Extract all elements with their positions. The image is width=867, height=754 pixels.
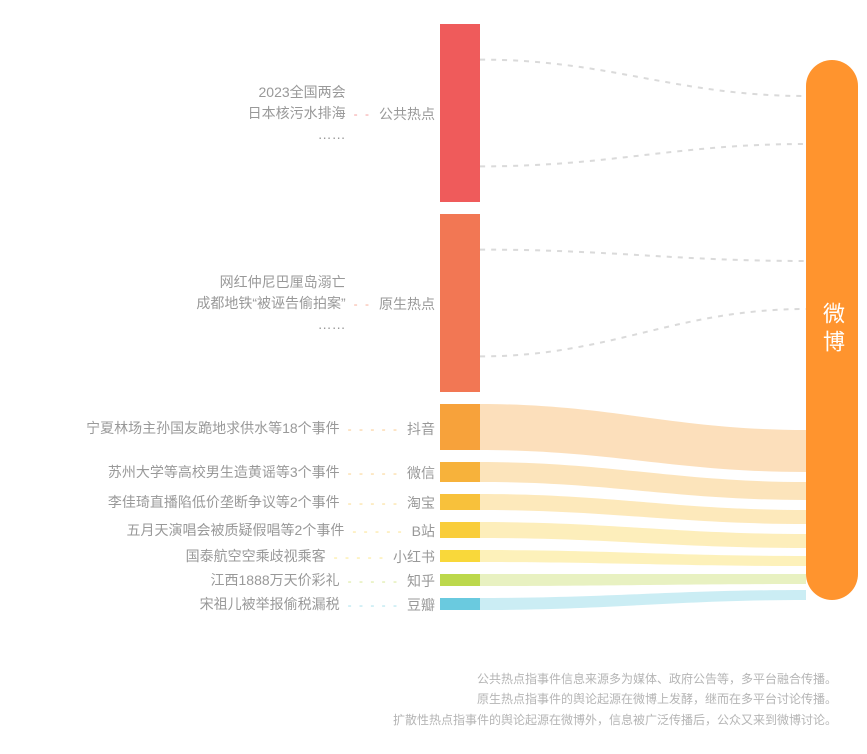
target-weibo: 微博: [806, 60, 858, 600]
bar-douban: [440, 598, 480, 610]
source-row-xiaohongshu: 国泰航空空乘歧视乘客 - - - - - 小红书: [170, 546, 435, 567]
source-row-bilibili: 五月天演唱会被质疑假唱等2个事件 - - - - - B站: [80, 520, 435, 541]
category-label: 知乎: [407, 571, 435, 591]
dash-connector: - - - - -: [348, 496, 399, 510]
flow-public: [480, 60, 806, 96]
flow-zhihu: [480, 574, 806, 586]
dash-connector: - -: [354, 107, 371, 121]
flow-native: [480, 309, 806, 356]
flow-xiaohongshu: [480, 550, 806, 566]
bar-xiaohongshu: [440, 550, 480, 562]
dash-connector: - - - - -: [334, 550, 385, 564]
category-label: 豆瓣: [407, 595, 435, 615]
bar-zhihu: [440, 574, 480, 586]
dash-connector: - - - - -: [348, 422, 399, 436]
category-label: 公共热点: [379, 104, 435, 124]
bar-native: [440, 214, 480, 392]
source-text: 宁夏林场主孙国友跪地求供水等18个事件: [86, 418, 340, 439]
category-label: B站: [412, 521, 435, 541]
footer-line: 扩散性热点指事件的舆论起源在微博外，信息被广泛传播后，公众又来到微博讨论。: [393, 710, 837, 730]
source-text: 2023全国两会 日本核污水排海 ……: [248, 82, 346, 145]
source-row-native: 网红仲尼巴厘岛溺亡 成都地铁“被诬告偷拍案” …… - - 原生热点: [130, 272, 435, 335]
source-row-douban: 宋祖儿被举报偷税漏税 - - - - - 豆瓣: [170, 594, 435, 615]
source-text: 苏州大学等高校男生造黄谣等3个事件: [108, 462, 340, 483]
source-row-taobao: 李佳琦直播陷低价垄断争议等2个事件 - - - - - 淘宝: [70, 492, 435, 513]
category-label: 淘宝: [407, 493, 435, 513]
source-text: 网红仲尼巴厘岛溺亡 成都地铁“被诬告偷拍案” ……: [196, 272, 345, 335]
category-label: 抖音: [407, 419, 435, 439]
dash-connector: - -: [354, 297, 371, 311]
footer-notes: 公共热点指事件信息来源多为媒体、政府公告等，多平台融合传播。原生热点指事件的舆论…: [393, 669, 837, 730]
flow-native: [480, 250, 806, 261]
footer-line: 原生热点指事件的舆论起源在微博上发酵，继而在多平台讨论传播。: [393, 689, 837, 709]
flow-wechat: [480, 462, 806, 500]
flow-douban: [480, 590, 806, 610]
category-label: 微信: [407, 463, 435, 483]
bar-public: [440, 24, 480, 202]
flow-taobao: [480, 494, 806, 524]
target-label: 微博: [816, 302, 848, 358]
flow-douyin: [480, 404, 806, 472]
category-label: 原生热点: [379, 294, 435, 314]
source-text: 江西1888万天价彩礼: [211, 570, 340, 591]
footer-line: 公共热点指事件信息来源多为媒体、政府公告等，多平台融合传播。: [393, 669, 837, 689]
dash-connector: - - - - -: [348, 466, 399, 480]
source-text: 五月天演唱会被质疑假唱等2个事件: [127, 520, 345, 541]
flow-bilibili: [480, 522, 806, 548]
flow-public: [480, 144, 806, 166]
category-label: 小红书: [393, 547, 435, 567]
source-row-wechat: 苏州大学等高校男生造黄谣等3个事件 - - - - - 微信: [70, 462, 435, 483]
source-row-zhihu: 江西1888万天价彩礼 - - - - - 知乎: [180, 570, 435, 591]
source-row-douyin: 宁夏林场主孙国友跪地求供水等18个事件 - - - - - 抖音: [60, 418, 435, 439]
source-text: 宋祖儿被举报偷税漏税: [200, 594, 340, 615]
bar-wechat: [440, 462, 480, 482]
dash-connector: - - - - -: [352, 524, 403, 538]
sankey-chart: 2023全国两会 日本核污水排海 …… - - 公共热点网红仲尼巴厘岛溺亡 成都地铁…: [0, 0, 867, 754]
source-text: 李佳琦直播陷低价垄断争议等2个事件: [108, 492, 340, 513]
source-row-public: 2023全国两会 日本核污水排海 …… - - 公共热点: [180, 82, 435, 145]
bar-taobao: [440, 494, 480, 510]
dash-connector: - - - - -: [348, 574, 399, 588]
bar-bilibili: [440, 522, 480, 538]
dash-connector: - - - - -: [348, 598, 399, 612]
bar-douyin: [440, 404, 480, 450]
source-text: 国泰航空空乘歧视乘客: [186, 546, 326, 567]
